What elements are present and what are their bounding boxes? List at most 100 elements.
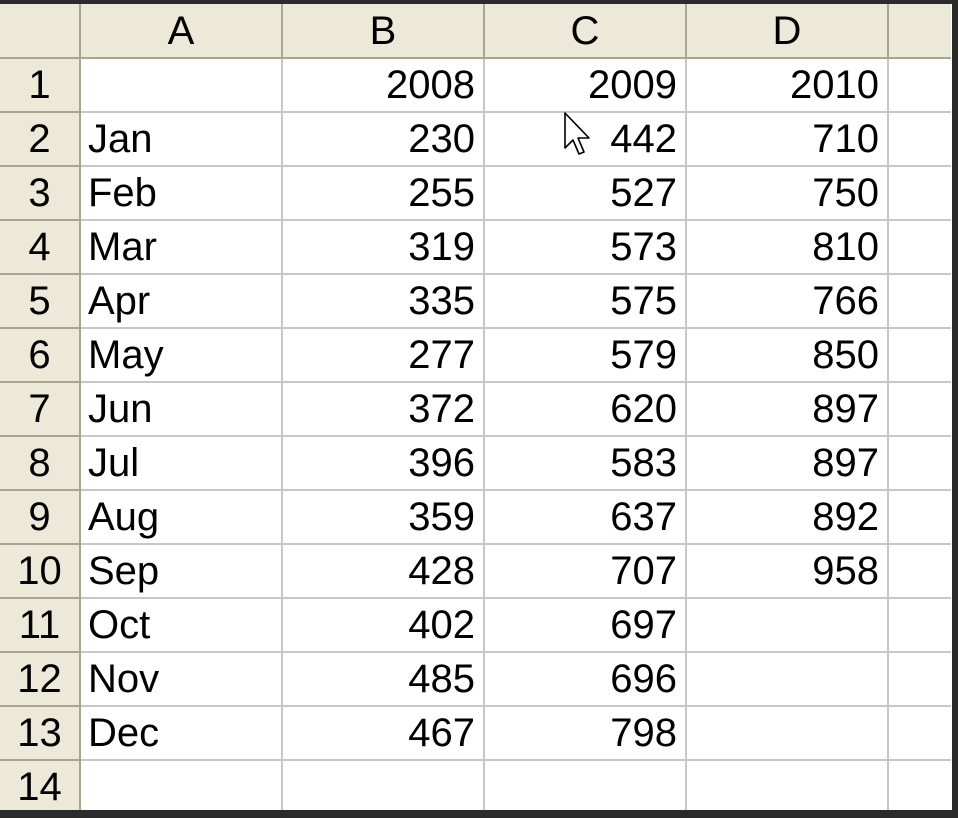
cell-d[interactable] xyxy=(687,599,889,653)
cell-b[interactable]: 255 xyxy=(283,167,485,221)
cell-b[interactable]: 230 xyxy=(283,113,485,167)
cell-c[interactable]: 573 xyxy=(485,221,687,275)
cell-a[interactable]: Jul xyxy=(81,437,283,491)
table-row: 2 Jan 230 442 710 xyxy=(0,113,952,167)
cell-b[interactable]: 372 xyxy=(283,383,485,437)
cell-a[interactable]: Jan xyxy=(81,113,283,167)
cell-b[interactable]: 485 xyxy=(283,653,485,707)
table-row: 14 xyxy=(0,761,952,810)
cell-e[interactable] xyxy=(889,329,951,383)
cell-c[interactable]: 697 xyxy=(485,599,687,653)
cell-d[interactable]: 810 xyxy=(687,221,889,275)
cell-e[interactable] xyxy=(889,113,951,167)
column-header-d[interactable]: D xyxy=(687,4,889,59)
cell-d[interactable]: 897 xyxy=(687,383,889,437)
cell-a[interactable] xyxy=(81,59,283,113)
row-header[interactable]: 13 xyxy=(0,707,81,761)
cell-e[interactable] xyxy=(889,59,951,113)
cell-e[interactable] xyxy=(889,221,951,275)
table-row: 3 Feb 255 527 750 xyxy=(0,167,952,221)
cell-c[interactable]: 442 xyxy=(485,113,687,167)
cell-a[interactable]: Aug xyxy=(81,491,283,545)
row-header[interactable]: 10 xyxy=(0,545,81,599)
cell-d[interactable]: 897 xyxy=(687,437,889,491)
cell-b[interactable]: 402 xyxy=(283,599,485,653)
cell-d[interactable] xyxy=(687,653,889,707)
select-all-corner[interactable] xyxy=(0,4,81,59)
table-row: 6 May 277 579 850 xyxy=(0,329,952,383)
cell-e[interactable] xyxy=(889,437,951,491)
spreadsheet-grid[interactable]: A B C D 1 2008 2009 2010 2 Jan 230 442 710 3 Feb 25… xyxy=(0,4,952,810)
cell-e[interactable] xyxy=(889,275,951,329)
cell-b[interactable]: 277 xyxy=(283,329,485,383)
column-header-a[interactable]: A xyxy=(81,4,283,59)
cell-a[interactable]: Apr xyxy=(81,275,283,329)
row-header[interactable]: 1 xyxy=(0,59,81,113)
cell-e[interactable] xyxy=(889,491,951,545)
cell-a[interactable] xyxy=(81,761,283,810)
cell-c[interactable]: 575 xyxy=(485,275,687,329)
table-row: 9 Aug 359 637 892 xyxy=(0,491,952,545)
cell-a[interactable]: Mar xyxy=(81,221,283,275)
cell-d[interactable]: 892 xyxy=(687,491,889,545)
cell-e[interactable] xyxy=(889,653,951,707)
row-header[interactable]: 6 xyxy=(0,329,81,383)
row-header[interactable]: 5 xyxy=(0,275,81,329)
cell-e[interactable] xyxy=(889,383,951,437)
row-header[interactable]: 4 xyxy=(0,221,81,275)
cell-e[interactable] xyxy=(889,707,951,761)
cell-d[interactable]: 750 xyxy=(687,167,889,221)
cell-d[interactable]: 2010 xyxy=(687,59,889,113)
row-header[interactable]: 14 xyxy=(0,761,81,810)
row-header[interactable]: 7 xyxy=(0,383,81,437)
cell-a[interactable]: Feb xyxy=(81,167,283,221)
row-header[interactable]: 9 xyxy=(0,491,81,545)
table-row: 4 Mar 319 573 810 xyxy=(0,221,952,275)
cell-c[interactable]: 2009 xyxy=(485,59,687,113)
cell-c[interactable]: 798 xyxy=(485,707,687,761)
row-header[interactable]: 3 xyxy=(0,167,81,221)
cell-b[interactable]: 335 xyxy=(283,275,485,329)
cell-a[interactable]: Sep xyxy=(81,545,283,599)
column-header-b[interactable]: B xyxy=(283,4,485,59)
row-header[interactable]: 2 xyxy=(0,113,81,167)
cell-b[interactable]: 428 xyxy=(283,545,485,599)
cell-e[interactable] xyxy=(889,167,951,221)
cell-e[interactable] xyxy=(889,599,951,653)
cell-a[interactable]: Oct xyxy=(81,599,283,653)
table-row: 11 Oct 402 697 xyxy=(0,599,952,653)
cell-c[interactable]: 583 xyxy=(485,437,687,491)
cell-c[interactable]: 637 xyxy=(485,491,687,545)
cell-a[interactable]: May xyxy=(81,329,283,383)
cell-c[interactable]: 696 xyxy=(485,653,687,707)
cell-c[interactable] xyxy=(485,761,687,810)
arrow-pointer-icon xyxy=(564,112,590,155)
cell-b[interactable]: 396 xyxy=(283,437,485,491)
cell-d[interactable] xyxy=(687,761,889,810)
cell-c[interactable]: 579 xyxy=(485,329,687,383)
column-header-c[interactable]: C xyxy=(485,4,687,59)
row-header[interactable]: 12 xyxy=(0,653,81,707)
cell-b[interactable]: 467 xyxy=(283,707,485,761)
cell-c[interactable]: 527 xyxy=(485,167,687,221)
cell-a[interactable]: Nov xyxy=(81,653,283,707)
cell-a[interactable]: Jun xyxy=(81,383,283,437)
cell-d[interactable]: 710 xyxy=(687,113,889,167)
cell-e[interactable] xyxy=(889,761,951,810)
cell-e[interactable] xyxy=(889,545,951,599)
cell-c[interactable]: 707 xyxy=(485,545,687,599)
cell-c[interactable]: 620 xyxy=(485,383,687,437)
cell-d[interactable] xyxy=(687,707,889,761)
row-header[interactable]: 8 xyxy=(0,437,81,491)
cell-a[interactable]: Dec xyxy=(81,707,283,761)
cell-b[interactable] xyxy=(283,761,485,810)
cell-b[interactable]: 319 xyxy=(283,221,485,275)
table-row: 5 Apr 335 575 766 xyxy=(0,275,952,329)
cell-b[interactable]: 359 xyxy=(283,491,485,545)
cell-d[interactable]: 766 xyxy=(687,275,889,329)
cell-b[interactable]: 2008 xyxy=(283,59,485,113)
column-header-e[interactable] xyxy=(889,4,951,59)
row-header[interactable]: 11 xyxy=(0,599,81,653)
cell-d[interactable]: 958 xyxy=(687,545,889,599)
cell-d[interactable]: 850 xyxy=(687,329,889,383)
